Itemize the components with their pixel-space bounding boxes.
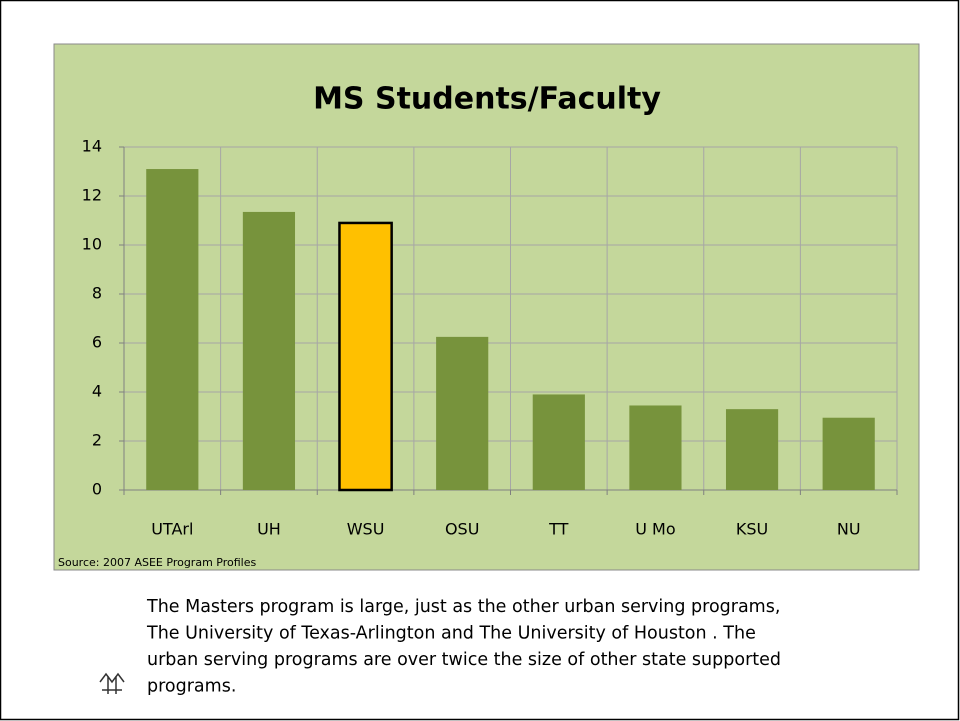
x-tick-label: UTArl <box>151 520 193 539</box>
y-tick-label: 0 <box>92 480 102 499</box>
y-tick-label: 12 <box>82 186 102 205</box>
y-tick-label: 10 <box>82 235 102 254</box>
x-tick-label: TT <box>548 520 568 539</box>
body-text: urban serving programs are over twice th… <box>147 650 781 670</box>
body-text: The Masters program is large, just as th… <box>146 597 780 617</box>
y-tick-label: 8 <box>92 284 102 303</box>
bar <box>242 211 296 491</box>
x-tick-label: WSU <box>347 520 385 539</box>
bar <box>629 405 682 490</box>
x-tick-label: OSU <box>445 520 479 539</box>
y-tick-label: 14 <box>82 137 102 156</box>
logo-glyph <box>99 672 125 694</box>
y-tick-label: 6 <box>92 333 102 352</box>
body-text: The University of Texas-Arlington and Th… <box>146 624 756 644</box>
y-tick-label: 4 <box>92 382 102 401</box>
x-tick-label: NU <box>837 520 861 539</box>
x-tick-label: UH <box>257 520 281 539</box>
bar <box>725 409 779 490</box>
bar <box>532 394 585 490</box>
bar <box>436 336 489 490</box>
logo <box>99 672 125 694</box>
bar <box>338 221 393 492</box>
y-tick-label: 2 <box>92 431 102 450</box>
source-note: Source: 2007 ASEE Program Profiles <box>58 556 256 569</box>
x-tick-label: U Mo <box>635 520 675 539</box>
body-text: programs. <box>147 677 236 697</box>
x-tick-label: KSU <box>736 520 768 539</box>
bar <box>146 169 199 491</box>
chart-title: MS Students/Faculty <box>313 82 661 117</box>
bar <box>822 417 875 490</box>
